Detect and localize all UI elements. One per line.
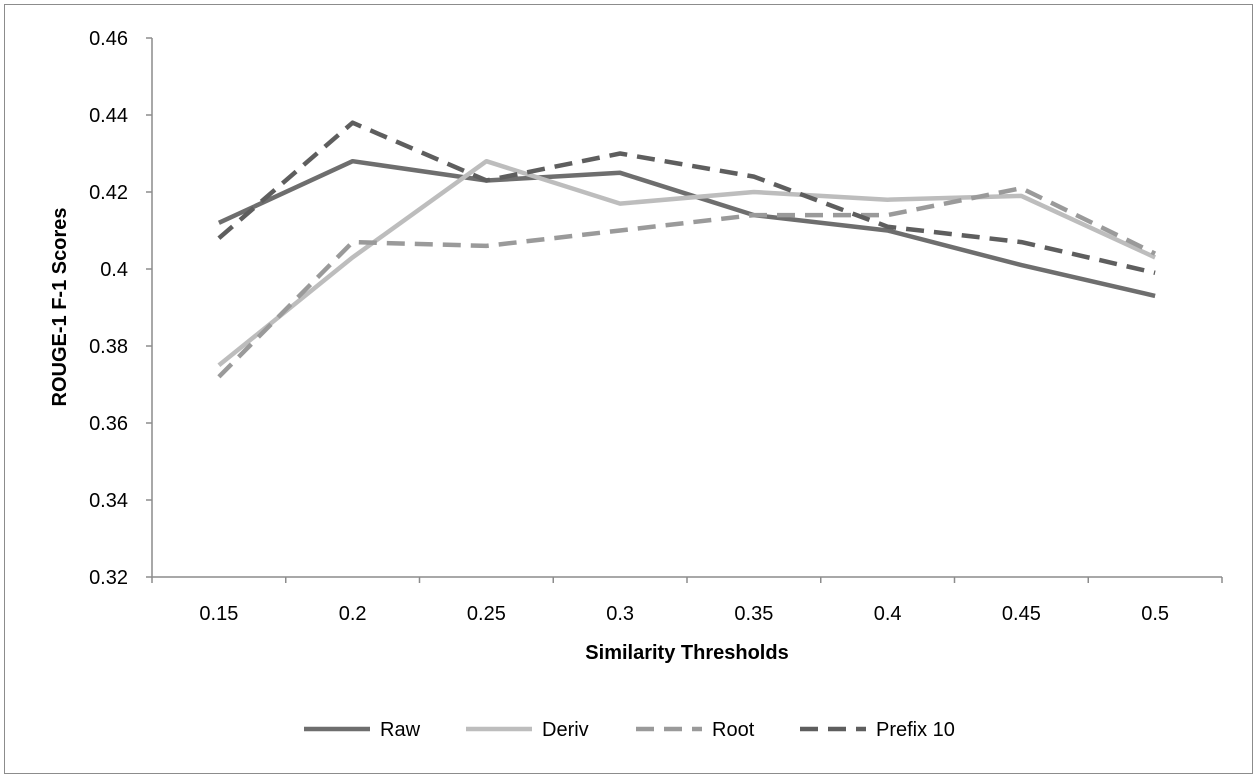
series-line-root — [217, 185, 1157, 379]
x-tick-label: 0.4 — [874, 603, 902, 625]
series-line-raw — [217, 158, 1156, 299]
legend-label: Deriv — [542, 719, 589, 741]
legend-label: Prefix 10 — [876, 719, 955, 741]
x-tick-label: 0.5 — [1141, 603, 1169, 625]
x-tick-label: 0.15 — [199, 603, 238, 625]
x-axis-ticks: 0.15 0.2 0.25 0.3 0.35 0.4 0.45 0.5 — [151, 577, 1223, 625]
y-tick-label: 0.44 — [89, 105, 128, 127]
y-tick-label: 0.36 — [89, 413, 128, 435]
y-tick-label: 0.38 — [89, 336, 128, 358]
y-tick-label: 0.32 — [89, 567, 128, 589]
y-tick-label: 0.46 — [89, 28, 128, 50]
series-line-prefix-10 — [217, 120, 1156, 275]
legend: Raw Deriv Root Prefix 10 — [304, 719, 955, 741]
y-tick-label: 0.34 — [89, 490, 128, 512]
legend-label: Root — [712, 719, 755, 741]
y-axis-title: ROUGE-1 F-1 Scores — [49, 208, 71, 407]
y-axis-ticks: 0.32 0.34 0.36 0.38 0.4 0.42 0.44 0.46 — [89, 28, 152, 589]
x-tick-label: 0.35 — [734, 603, 773, 625]
x-tick-label: 0.45 — [1002, 603, 1041, 625]
x-tick-label: 0.25 — [467, 603, 506, 625]
chart-frame — [4, 4, 1253, 774]
legend-label: Raw — [380, 719, 421, 741]
x-tick-label: 0.3 — [606, 603, 634, 625]
series-lines — [217, 120, 1157, 379]
x-axis-title: Similarity Thresholds — [585, 642, 788, 664]
axes — [151, 38, 1222, 578]
y-tick-label: 0.42 — [89, 182, 128, 204]
y-tick-label: 0.4 — [100, 259, 128, 281]
x-tick-label: 0.2 — [339, 603, 367, 625]
